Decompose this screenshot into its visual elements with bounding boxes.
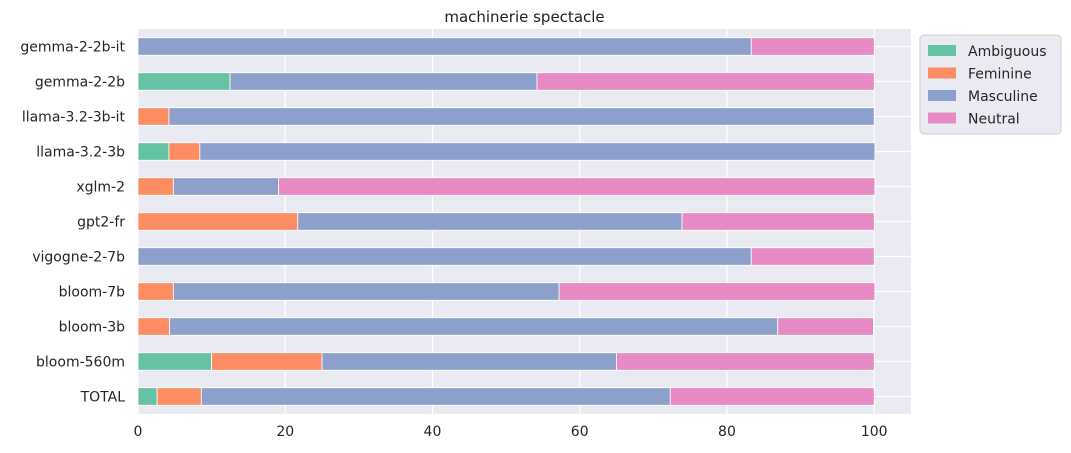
y-tick-label: bloom-560m <box>36 355 125 371</box>
y-tick-label: llama-3.2-3b <box>36 145 125 161</box>
legend-swatch <box>928 45 956 56</box>
y-tick-label: gemma-2-2b <box>35 75 125 91</box>
x-tick-labels: 0 20 40 60 80 100 <box>134 424 888 440</box>
bar-segment-masculine <box>137 37 752 56</box>
bar-segment-masculine <box>169 317 779 336</box>
x-tick-label: 0 <box>134 424 143 440</box>
x-tick-label: 80 <box>718 424 736 440</box>
x-tick-label: 100 <box>861 424 888 440</box>
bar-segment-neutral <box>558 282 876 301</box>
legend-swatch <box>928 67 956 79</box>
bar-segment-masculine <box>297 212 683 231</box>
bar-segment-neutral <box>536 72 875 91</box>
bar-segment-neutral <box>750 37 875 56</box>
x-tick-label: 20 <box>276 424 294 440</box>
bar-segment-neutral <box>278 177 876 196</box>
bar-segment-neutral <box>669 387 875 406</box>
chart-title: machinerie spectacle <box>444 8 604 26</box>
bar-segment-masculine <box>199 142 876 161</box>
legend-label: Masculine <box>968 89 1038 105</box>
bar-segment-ambiguous <box>137 72 231 91</box>
x-tick-label: 60 <box>571 424 589 440</box>
bar-segment-neutral <box>681 212 875 231</box>
bar-segment-masculine <box>168 107 875 126</box>
y-tick-label: TOTAL <box>80 390 126 406</box>
y-tick-label: vigogne-2-7b <box>32 250 125 266</box>
bar-segment-ambiguous <box>137 142 170 161</box>
y-tick-label: bloom-7b <box>59 285 126 301</box>
bar-segment-feminine <box>168 142 201 161</box>
legend-label: Feminine <box>968 67 1032 83</box>
bar-segment-feminine <box>137 107 170 126</box>
y-tick-label: bloom-3b <box>59 320 126 336</box>
y-tick-labels: gemma-2-2b-it gemma-2-2b llama-3.2-3b-it ll… <box>20 40 125 406</box>
bar-segment-feminine <box>211 352 323 371</box>
bar-segment-neutral <box>777 317 874 336</box>
y-tick-label: xglm-2 <box>76 180 125 196</box>
bar-segment-masculine <box>321 352 617 371</box>
bar-segment-feminine <box>137 177 174 196</box>
bar-segment-feminine <box>137 212 299 231</box>
bar-segment-feminine <box>137 282 174 301</box>
x-tick-label: 40 <box>424 424 442 440</box>
legend-box <box>919 34 1062 135</box>
y-tick-label: llama-3.2-3b-it <box>22 110 126 126</box>
bar-segment-ambiguous <box>137 387 158 406</box>
bar-segment-masculine <box>137 247 752 266</box>
y-tick-label: gemma-2-2b-it <box>20 40 125 56</box>
legend-swatch <box>928 112 956 124</box>
legend-label: Ambiguous <box>968 44 1046 60</box>
bar-segment-masculine <box>172 282 560 301</box>
bars <box>137 37 876 406</box>
bar-segment-feminine <box>156 387 202 406</box>
bar-segment-masculine <box>229 72 538 91</box>
y-tick-label: gpt2-fr <box>77 215 125 231</box>
legend-swatch <box>928 90 956 101</box>
bar-segment-feminine <box>137 317 171 336</box>
bar-segment-masculine <box>200 387 671 406</box>
bar-segment-masculine <box>172 177 280 196</box>
bar-segment-ambiguous <box>137 352 213 371</box>
legend: Ambiguous Feminine Masculine Neutral <box>919 34 1062 135</box>
bar-segment-neutral <box>750 247 875 266</box>
legend-label: Neutral <box>968 112 1020 128</box>
bar-segment-neutral <box>616 352 875 371</box>
